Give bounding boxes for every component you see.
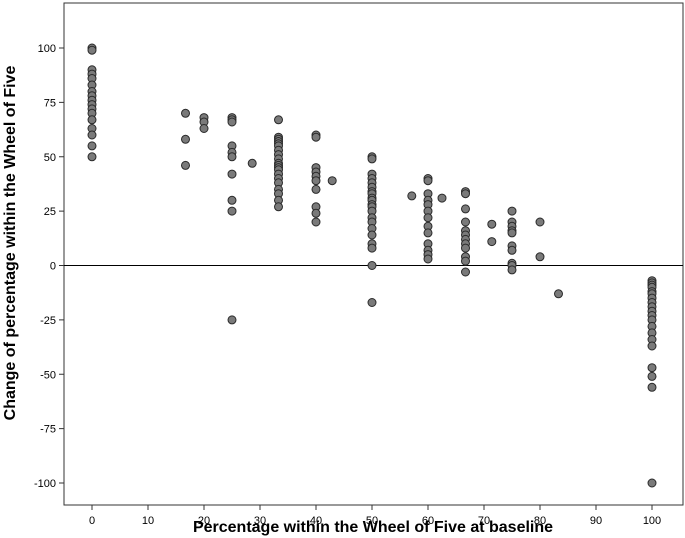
data-point <box>87 141 97 151</box>
data-points <box>87 43 657 488</box>
axes <box>59 2 684 510</box>
tick-labels: 0 10 20 30 40 50 60 70 80 90 100 -100 -75 -50 -25 0 25 50… <box>34 43 661 527</box>
data-point <box>311 217 321 227</box>
data-point <box>367 261 377 270</box>
data-point <box>647 341 657 351</box>
y-tick-label: 50 <box>44 152 56 164</box>
data-point <box>181 108 190 118</box>
data-point <box>199 124 209 133</box>
data-point <box>507 206 517 216</box>
data-point <box>487 237 497 247</box>
x-tick-label: 100 <box>643 515 661 527</box>
data-point <box>461 204 470 214</box>
data-point <box>461 256 470 266</box>
data-point <box>535 217 545 227</box>
data-point <box>311 208 321 218</box>
y-tick-label: -50 <box>40 369 56 381</box>
y-tick-label: -100 <box>34 478 56 490</box>
data-point <box>181 134 190 144</box>
data-point <box>227 315 237 325</box>
data-point <box>423 213 433 223</box>
data-point <box>423 254 433 264</box>
data-point <box>87 115 97 125</box>
x-tick-label: 70 <box>478 515 490 527</box>
data-point <box>181 160 190 170</box>
data-point <box>647 478 657 488</box>
data-point <box>311 132 321 142</box>
data-point <box>535 252 545 262</box>
y-tick-label: -75 <box>40 424 56 436</box>
data-point <box>647 382 657 392</box>
y-tick-label: -25 <box>40 315 56 327</box>
y-tick-label: 0 <box>50 261 56 273</box>
x-tick-label: 90 <box>590 515 602 527</box>
data-point <box>247 158 257 168</box>
data-point <box>367 154 377 164</box>
x-tick-label: 60 <box>422 515 434 527</box>
y-tick-label: 100 <box>38 43 56 55</box>
data-point <box>461 267 470 277</box>
data-point <box>647 371 657 381</box>
x-axis-title: Percentage within the Wheel of Five at b… <box>193 519 553 536</box>
plot-frame <box>63 2 684 506</box>
data-point <box>461 217 470 227</box>
data-point <box>423 228 433 238</box>
x-tick-label: 20 <box>198 515 210 527</box>
data-point <box>87 152 97 162</box>
data-point <box>461 189 470 199</box>
data-point <box>87 130 97 140</box>
x-tick-label: 30 <box>254 515 266 527</box>
data-point <box>507 228 517 238</box>
data-point <box>423 176 433 186</box>
data-point <box>507 265 517 275</box>
data-point <box>311 176 321 186</box>
data-point <box>227 195 237 205</box>
data-point <box>554 289 563 299</box>
data-point <box>311 184 321 194</box>
data-point <box>367 298 377 307</box>
x-tick-label: 0 <box>89 515 95 527</box>
data-point <box>327 176 337 186</box>
x-tick-label: 10 <box>142 515 154 527</box>
data-point <box>274 115 283 125</box>
y-axis-title: Change of percentage within the Wheel of… <box>2 66 19 421</box>
data-point <box>87 45 97 55</box>
data-point <box>227 117 237 127</box>
x-tick-label: 80 <box>534 515 546 527</box>
y-tick-label: 75 <box>44 97 56 109</box>
x-tick-label: 40 <box>310 515 322 527</box>
data-point <box>227 152 237 162</box>
data-point <box>487 219 497 229</box>
data-point <box>507 245 517 255</box>
data-point <box>367 243 377 253</box>
data-point <box>647 363 657 373</box>
data-point <box>227 206 237 216</box>
data-point <box>367 230 377 240</box>
x-tick-label: 50 <box>366 515 378 527</box>
data-point <box>461 243 470 253</box>
data-point <box>437 193 447 203</box>
data-point <box>227 169 237 179</box>
data-point <box>274 202 283 212</box>
y-tick-label: 25 <box>44 206 56 218</box>
data-point <box>407 191 417 201</box>
